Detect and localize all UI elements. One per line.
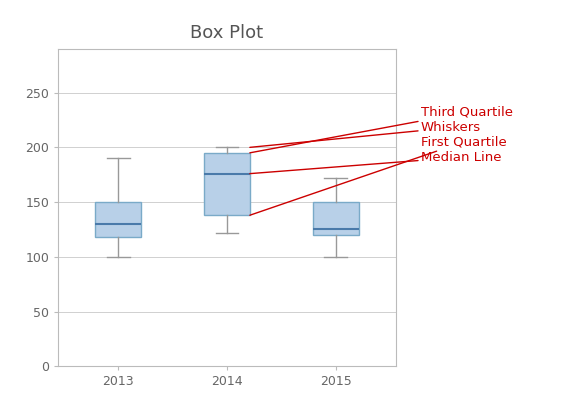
Title: Box Plot: Box Plot	[190, 24, 264, 42]
Text: First Quartile: First Quartile	[250, 136, 506, 215]
PathPatch shape	[313, 202, 359, 235]
Text: Third Quartile: Third Quartile	[250, 106, 513, 153]
PathPatch shape	[204, 153, 250, 215]
PathPatch shape	[95, 202, 141, 237]
Text: Median Line: Median Line	[250, 151, 501, 174]
Text: Whiskers: Whiskers	[250, 121, 481, 147]
